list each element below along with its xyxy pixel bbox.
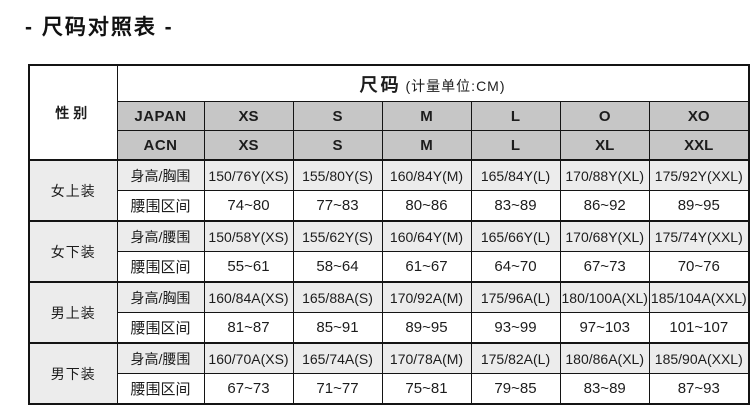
size-comparison-table: 性别 尺码 (计量单位:CM) JAPAN XS S M L O XO ACN … <box>28 64 750 405</box>
measure-cell: 160/84Y(M) <box>381 159 472 191</box>
measure-label-cell: 身高/胸围 <box>116 159 205 191</box>
measure-cell: 165/84Y(L) <box>470 159 561 191</box>
size-cell: M <box>381 101 472 131</box>
measure-cell: 160/64Y(M) <box>381 220 472 252</box>
waist-cell: 101~107 <box>648 312 750 344</box>
japan-standard-row: JAPAN XS S M L O XO <box>29 101 750 131</box>
waist-cell: 89~95 <box>648 190 750 222</box>
men-tops-waist-row: 腰围区间 81~87 85~91 89~95 93~99 97~103 101~… <box>29 312 750 344</box>
measure-cell: 175/96A(L) <box>470 281 561 313</box>
size-cell: M <box>381 130 472 161</box>
measure-cell: 185/104A(XXL) <box>648 281 750 313</box>
measure-cell: 170/68Y(XL) <box>559 220 650 252</box>
measure-cell: 150/76Y(XS) <box>203 159 294 191</box>
gender-cell: 女上装 <box>28 159 118 222</box>
measure-cell: 150/58Y(XS) <box>203 220 294 252</box>
size-cell: XXL <box>648 130 750 161</box>
measure-cell: 165/88A(S) <box>292 281 383 313</box>
men-bottoms-waist-row: 腰围区间 67~73 71~77 75~81 79~85 83~89 87~93 <box>29 373 750 405</box>
waist-cell: 70~76 <box>648 251 750 283</box>
waist-cell: 81~87 <box>203 312 294 344</box>
measure-cell: 170/88Y(XL) <box>559 159 650 191</box>
measure-cell: 160/70A(XS) <box>203 342 294 374</box>
waist-cell: 77~83 <box>292 190 383 222</box>
women-tops-measure-row: 女上装 身高/胸围 150/76Y(XS) 155/80Y(S) 160/84Y… <box>28 159 750 222</box>
measure-label-cell: 身高/胸围 <box>116 281 205 313</box>
measure-cell: 185/90A(XXL) <box>648 342 750 374</box>
men-tops-measure-row: 男上装 身高/胸围 160/84A(XS) 165/88A(S) 170/92A… <box>28 281 750 344</box>
size-cell: L <box>470 130 561 161</box>
waist-cell: 89~95 <box>381 312 472 344</box>
measure-cell: 180/86A(XL) <box>559 342 650 374</box>
measure-label-cell: 身高/腰围 <box>116 220 205 252</box>
waist-label-cell: 腰围区间 <box>116 373 205 405</box>
waist-cell: 74~80 <box>203 190 294 222</box>
waist-cell: 71~77 <box>292 373 383 405</box>
standard-label-cell: ACN <box>116 130 205 161</box>
measure-cell: 175/74Y(XXL) <box>648 220 750 252</box>
waist-cell: 93~99 <box>470 312 561 344</box>
waist-cell: 75~81 <box>381 373 472 405</box>
size-header-title: 尺码 <box>359 74 402 95</box>
waist-cell: 64~70 <box>470 251 561 283</box>
measure-cell: 165/74A(S) <box>292 342 383 374</box>
women-bottoms-waist-row: 腰围区间 55~61 58~64 61~67 64~70 67~73 70~76 <box>29 251 750 283</box>
waist-cell: 85~91 <box>292 312 383 344</box>
size-cell: S <box>292 130 383 161</box>
waist-cell: 67~73 <box>203 373 294 405</box>
measure-cell: 155/62Y(S) <box>292 220 383 252</box>
acn-standard-row: ACN XS S M L XL XXL <box>29 130 750 161</box>
waist-label-cell: 腰围区间 <box>116 312 205 344</box>
measure-cell: 165/66Y(L) <box>470 220 561 252</box>
table-header-row: 性别 尺码 (计量单位:CM) <box>28 64 750 161</box>
waist-cell: 80~86 <box>381 190 472 222</box>
women-tops-waist-row: 腰围区间 74~80 77~83 80~86 83~89 86~92 89~95 <box>29 190 750 222</box>
women-bottoms-measure-row: 女下装 身高/腰围 150/58Y(XS) 155/62Y(S) 160/64Y… <box>28 220 750 283</box>
page-title: - 尺码对照表 - <box>25 16 174 39</box>
measure-cell: 170/78A(M) <box>381 342 472 374</box>
waist-cell: 86~92 <box>559 190 650 222</box>
standard-label-cell: JAPAN <box>116 101 205 131</box>
measure-cell: 175/82A(L) <box>470 342 561 374</box>
gender-cell: 女下装 <box>28 220 118 283</box>
measure-label-cell: 身高/腰围 <box>116 342 205 374</box>
waist-cell: 61~67 <box>381 251 472 283</box>
measure-cell: 155/80Y(S) <box>292 159 383 191</box>
measure-cell: 175/92Y(XXL) <box>648 159 750 191</box>
waist-label-cell: 腰围区间 <box>116 251 205 283</box>
waist-cell: 97~103 <box>559 312 650 344</box>
size-cell: S <box>292 101 383 131</box>
measure-cell: 180/100A(XL) <box>559 281 650 313</box>
size-cell: XO <box>648 101 750 131</box>
waist-cell: 87~93 <box>648 373 750 405</box>
size-cell: XS <box>203 101 294 131</box>
gender-column-header: 性别 <box>28 64 118 161</box>
waist-cell: 79~85 <box>470 373 561 405</box>
size-header-cell: 尺码 (计量单位:CM) <box>116 64 750 102</box>
measure-cell: 170/92A(M) <box>381 281 472 313</box>
size-cell: L <box>470 101 561 131</box>
waist-cell: 58~64 <box>292 251 383 283</box>
men-bottoms-measure-row: 男下装 身高/腰围 160/70A(XS) 165/74A(S) 170/78A… <box>28 342 750 405</box>
size-cell: XS <box>203 130 294 161</box>
measure-cell: 160/84A(XS) <box>203 281 294 313</box>
waist-cell: 83~89 <box>470 190 561 222</box>
waist-cell: 55~61 <box>203 251 294 283</box>
size-header-unit-note: (计量单位:CM) <box>405 77 506 94</box>
waist-cell: 67~73 <box>559 251 650 283</box>
size-cell: O <box>559 101 650 131</box>
waist-label-cell: 腰围区间 <box>116 190 205 222</box>
gender-cell: 男上装 <box>28 281 118 344</box>
waist-cell: 83~89 <box>559 373 650 405</box>
gender-cell: 男下装 <box>28 342 118 405</box>
size-cell: XL <box>559 130 650 161</box>
